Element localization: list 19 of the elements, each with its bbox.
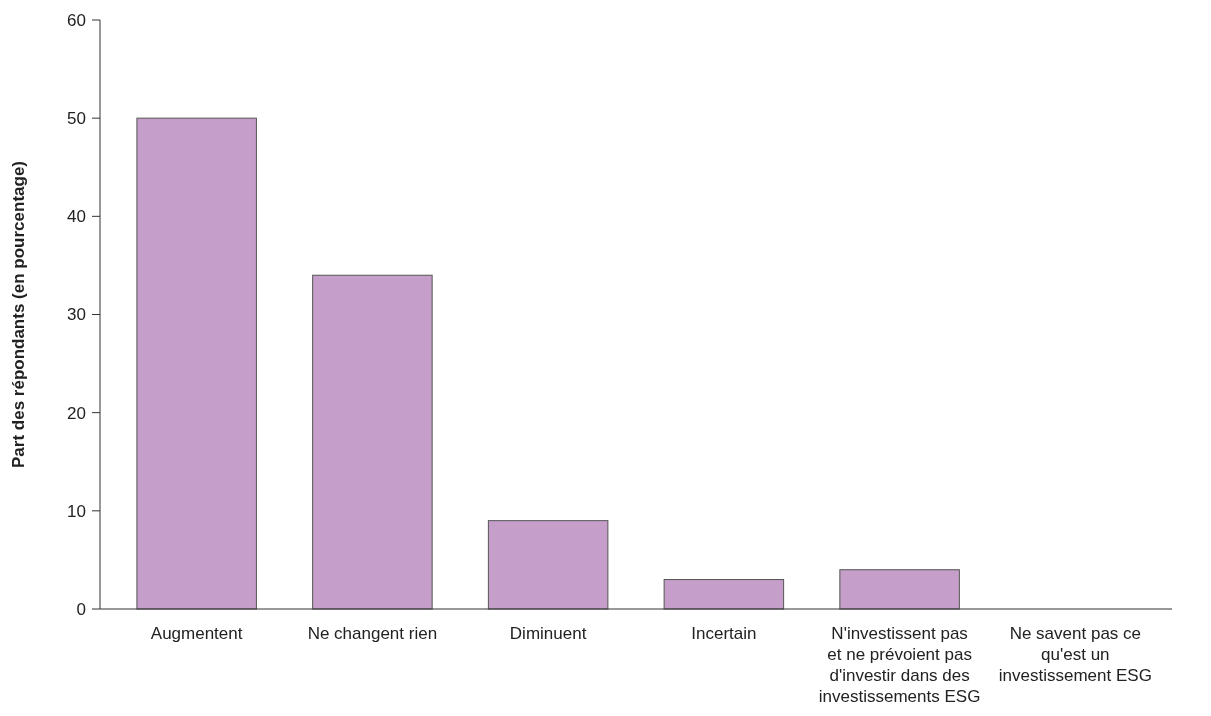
x-tick-label: N'investissent pas et ne prévoient pas d'investir dans des investissements ESG bbox=[818, 624, 981, 706]
x-tick-label: Incertain bbox=[691, 624, 757, 643]
y-axis-title: Part des répondants (en pourcentage) bbox=[9, 161, 28, 468]
x-tick-label: Augmentent bbox=[150, 624, 243, 643]
y-tick-label: 0 bbox=[76, 599, 86, 619]
y-tick-label: 50 bbox=[67, 109, 86, 129]
bar bbox=[312, 274, 433, 610]
bar bbox=[136, 117, 257, 610]
x-tick-label: Ne savent pas ce qu'est un investissement ESG bbox=[998, 624, 1152, 685]
bar bbox=[487, 520, 609, 610]
x-tick-label: Diminuent bbox=[509, 624, 587, 643]
y-tick-label: 30 bbox=[67, 305, 86, 325]
y-tick-label: 20 bbox=[67, 403, 86, 423]
y-tick-label: 40 bbox=[67, 207, 86, 227]
x-tick-label: Ne changent rien bbox=[307, 624, 438, 643]
bar bbox=[663, 579, 785, 610]
bar bbox=[839, 569, 960, 610]
y-tick-label: 60 bbox=[67, 10, 86, 30]
y-tick-label: 10 bbox=[67, 501, 86, 521]
